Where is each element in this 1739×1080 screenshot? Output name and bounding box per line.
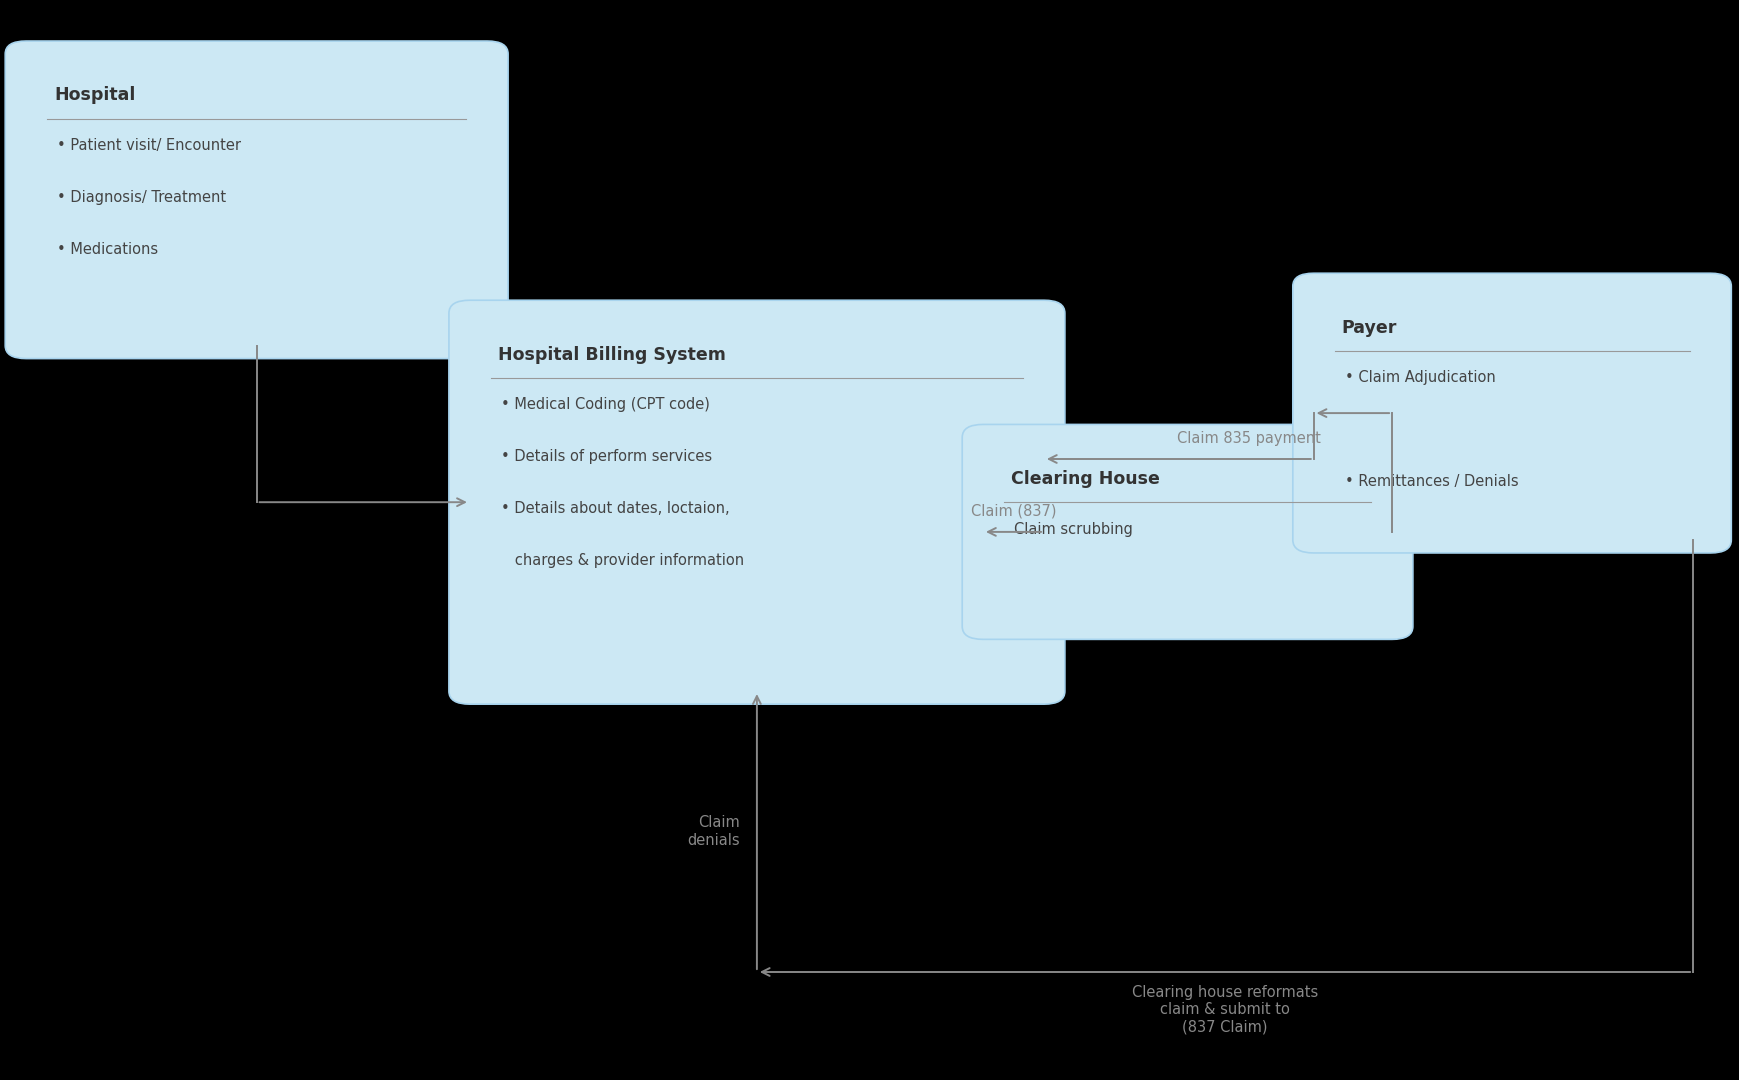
Text: • Details of perform services: • Details of perform services: [501, 449, 711, 464]
Text: Clearing House: Clearing House: [1010, 470, 1160, 488]
Text: charges & provider information: charges & provider information: [501, 553, 744, 568]
Text: Claim scrubbing: Claim scrubbing: [1014, 522, 1132, 537]
Text: Hospital Billing System: Hospital Billing System: [497, 346, 725, 364]
Text: Claim
denials: Claim denials: [687, 815, 739, 848]
Text: • Patient visit/ Encounter: • Patient visit/ Encounter: [57, 138, 242, 153]
Text: Clearing house reformats
claim & submit to
(837 Claim): Clearing house reformats claim & submit …: [1130, 985, 1318, 1035]
Text: • Diagnosis/ Treatment: • Diagnosis/ Treatment: [57, 190, 226, 205]
FancyBboxPatch shape: [962, 424, 1412, 639]
FancyBboxPatch shape: [449, 300, 1064, 704]
Text: • Medications: • Medications: [57, 242, 158, 257]
Text: Claim (837): Claim (837): [970, 504, 1056, 519]
Text: • Details about dates, loctaion,: • Details about dates, loctaion,: [501, 501, 729, 516]
Text: • Medical Coding (CPT code): • Medical Coding (CPT code): [501, 397, 710, 413]
Text: Payer: Payer: [1341, 319, 1396, 337]
Text: • Claim Adjudication: • Claim Adjudication: [1344, 370, 1496, 386]
Text: Hospital: Hospital: [54, 86, 136, 105]
FancyBboxPatch shape: [5, 41, 508, 359]
Text: Claim 835 payment: Claim 835 payment: [1176, 431, 1320, 446]
Text: • Remittances / Denials: • Remittances / Denials: [1344, 474, 1518, 489]
FancyBboxPatch shape: [1292, 273, 1730, 553]
